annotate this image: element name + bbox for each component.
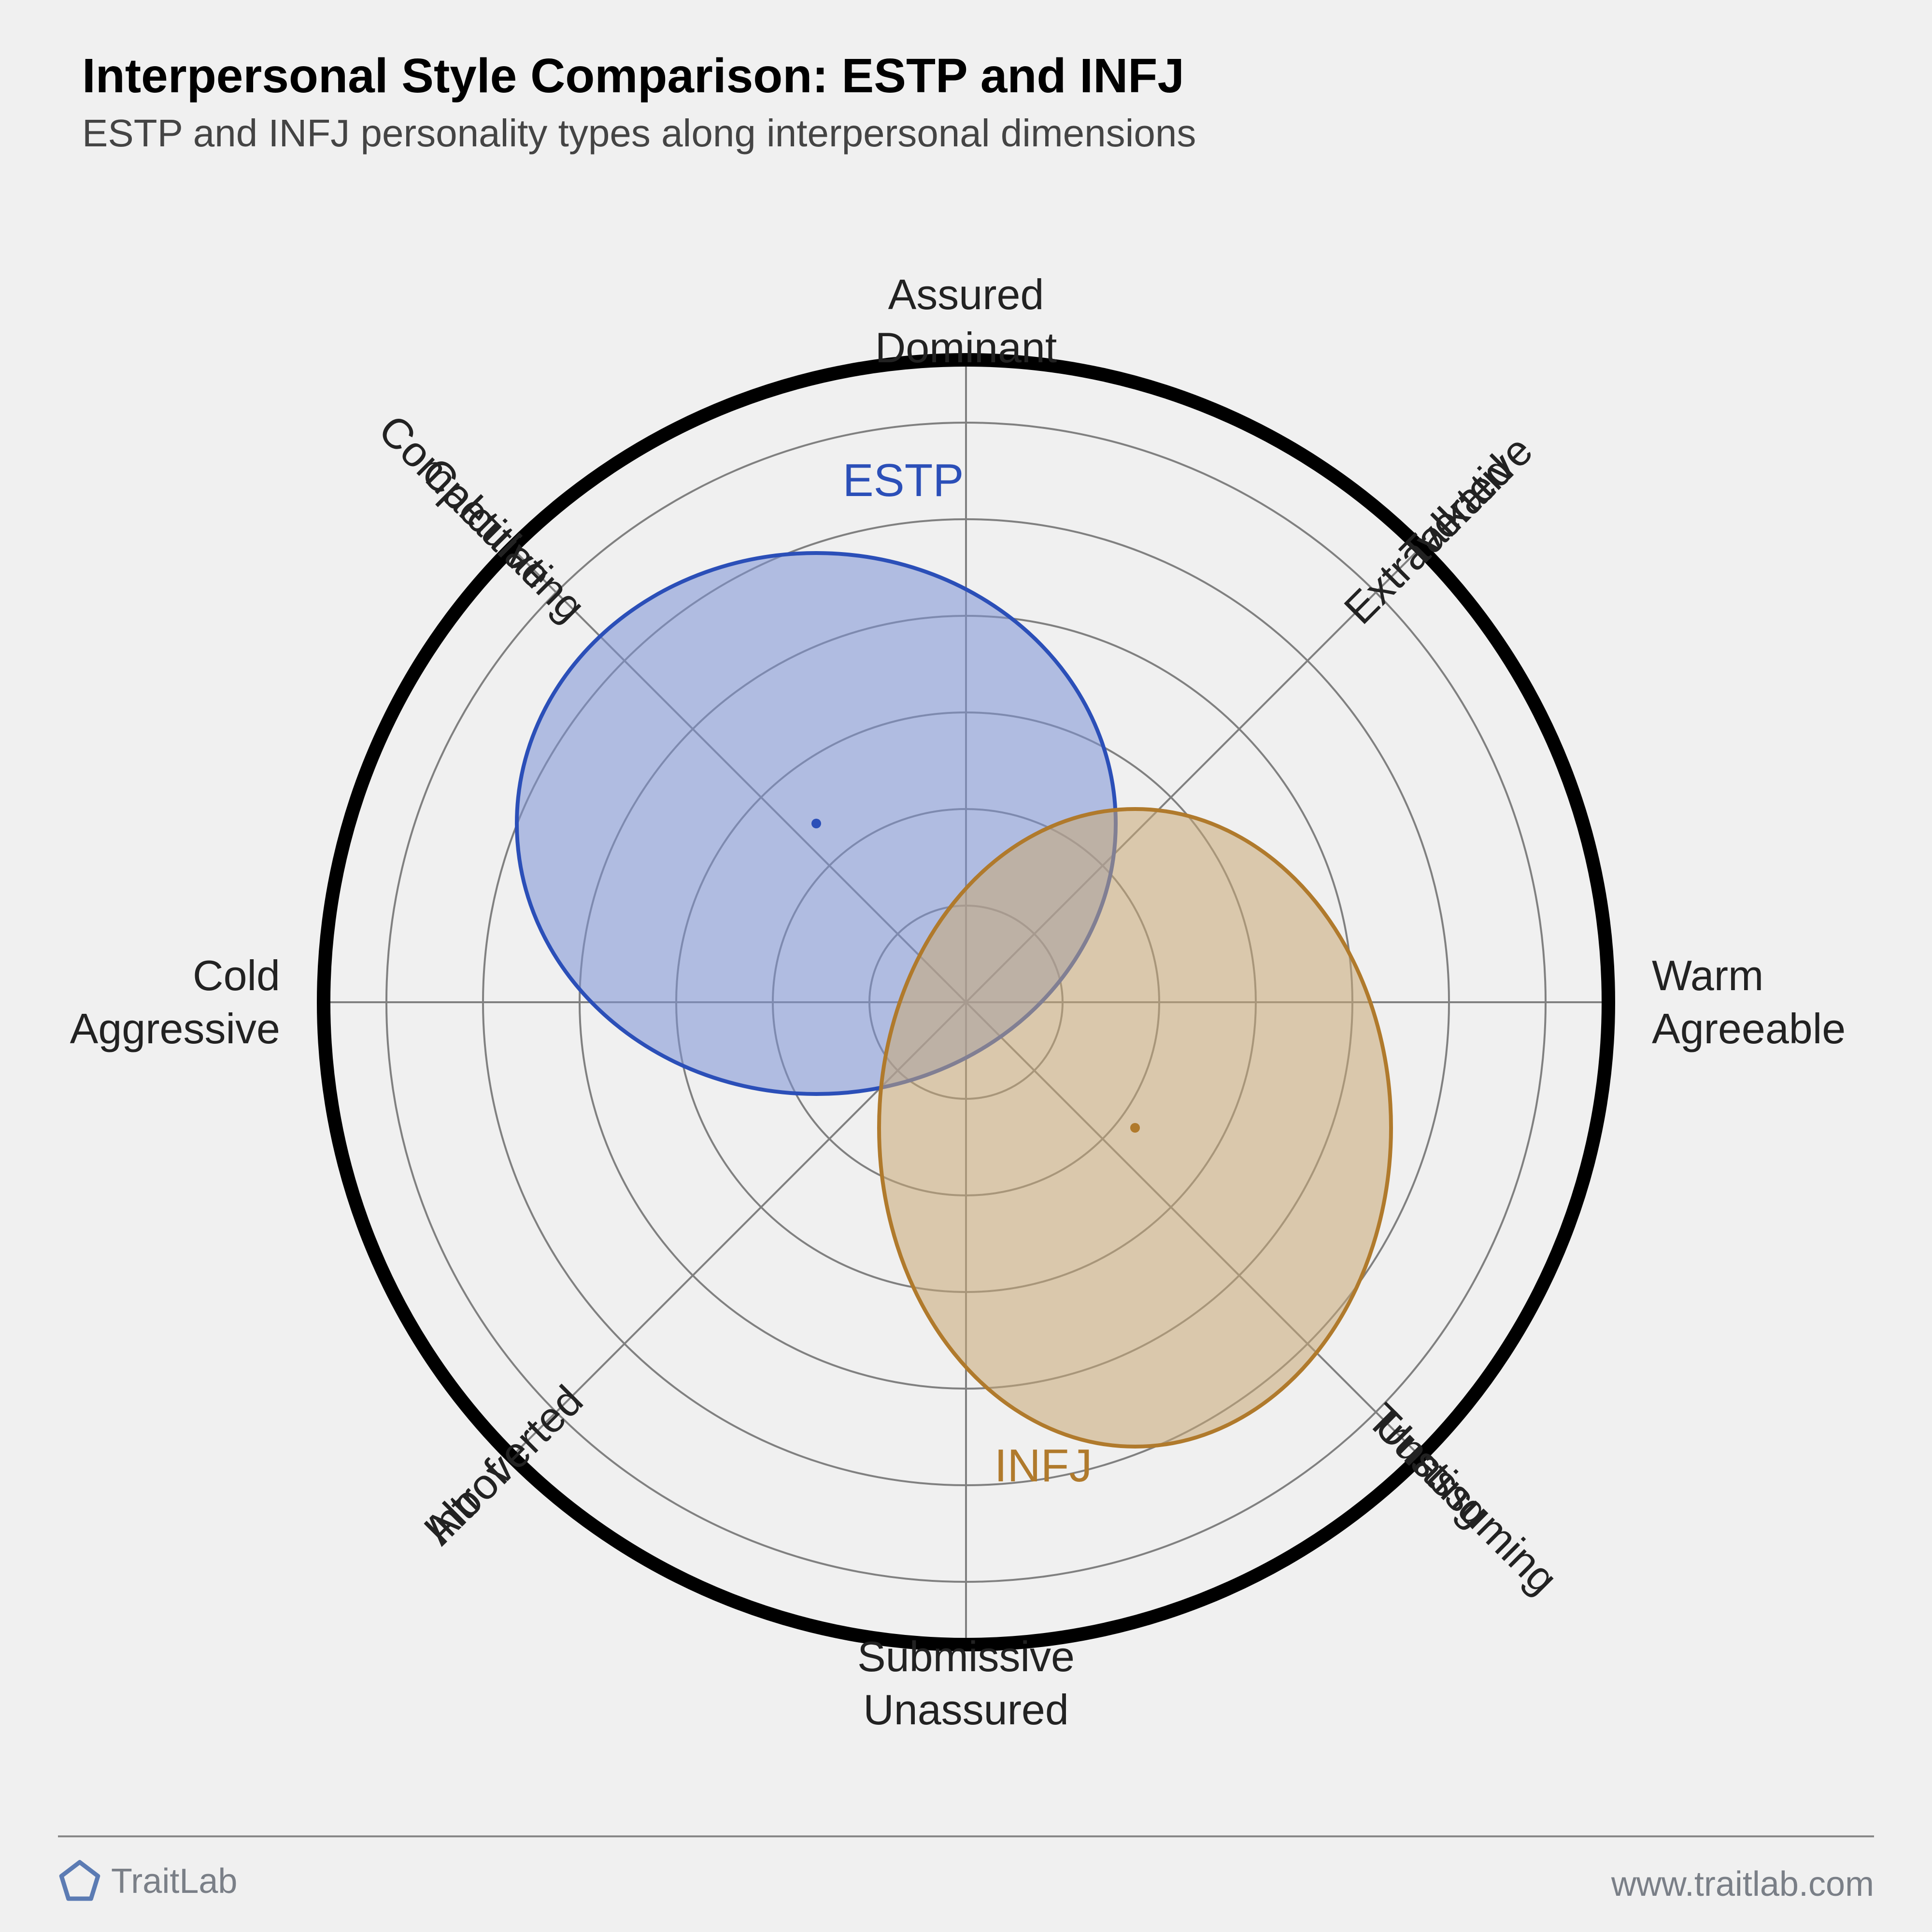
axis-label-cold: Cold (193, 951, 280, 1000)
ellipse-label-estp: ESTP (843, 454, 964, 507)
footer-divider (58, 1835, 1874, 1837)
axis-label-unassured: Unassured (863, 1685, 1069, 1734)
footer-brand-text: TraitLab (111, 1861, 237, 1901)
traitlab-logo-icon (58, 1860, 101, 1903)
footer-brand: TraitLab (58, 1860, 237, 1903)
chart-canvas: Interpersonal Style Comparison: ESTP and… (0, 0, 1932, 1932)
footer-url: www.traitlab.com (1611, 1864, 1874, 1904)
axis-label-submissive: Submissive (857, 1632, 1075, 1681)
axis-label-dominant: Dominant (875, 323, 1057, 372)
ellipse-infj (879, 809, 1391, 1447)
ellipse-label-infj: INFJ (994, 1439, 1093, 1492)
axis-label-aggressive: Aggressive (70, 1004, 280, 1053)
axis-label-agreeable: Agreeable (1652, 1004, 1846, 1053)
axis-label-warm: Warm (1652, 951, 1763, 1000)
axis-label-assured: Assured (888, 270, 1044, 319)
